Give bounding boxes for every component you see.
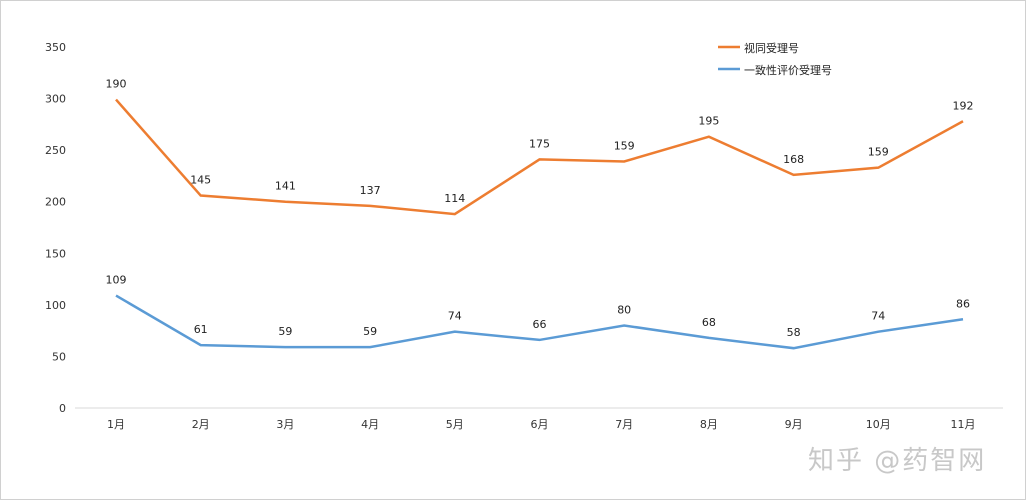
- data-label: 86: [956, 297, 970, 310]
- data-label: 190: [106, 78, 127, 91]
- data-label: 159: [614, 139, 635, 152]
- data-label: 137: [360, 184, 381, 197]
- data-label: 109: [106, 274, 127, 287]
- data-label: 61: [194, 323, 208, 336]
- x-tick-label: 10月: [866, 418, 891, 431]
- series-line-1: [115, 98, 964, 216]
- data-label: 66: [533, 318, 547, 331]
- y-tick-label: 50: [52, 350, 66, 363]
- x-tick-label: 2月: [192, 418, 210, 431]
- data-label: 114: [444, 192, 465, 205]
- x-tick-label: 9月: [785, 418, 803, 431]
- legend-label: 一致性评价受理号: [744, 63, 832, 77]
- data-label: 74: [448, 310, 462, 323]
- data-label: 68: [702, 316, 716, 329]
- x-tick-label: 1月: [107, 418, 125, 431]
- data-label: 141: [275, 180, 296, 193]
- data-label: 192: [953, 99, 974, 112]
- x-tick-label: 11月: [951, 418, 976, 431]
- watermark: 知乎 @药智网: [808, 446, 987, 476]
- y-tick-label: 100: [45, 299, 66, 312]
- data-label: 145: [190, 174, 211, 187]
- data-label: 58: [787, 326, 801, 339]
- data-label: 59: [363, 325, 377, 338]
- data-label: 159: [868, 146, 889, 159]
- x-tick-label: 6月: [531, 418, 549, 431]
- y-tick-label: 150: [45, 247, 66, 260]
- data-label: 74: [871, 310, 885, 323]
- x-tick-label: 5月: [446, 418, 464, 431]
- x-tick-label: 7月: [615, 418, 633, 431]
- y-tick-label: 200: [45, 196, 66, 209]
- data-label: 175: [529, 137, 550, 150]
- y-tick-label: 350: [45, 41, 66, 54]
- series-line-0: [115, 294, 964, 350]
- y-tick-label: 300: [45, 93, 66, 106]
- x-tick-label: 8月: [700, 418, 718, 431]
- data-label: 59: [278, 325, 292, 338]
- data-label: 168: [783, 153, 804, 166]
- x-tick-label: 4月: [361, 418, 379, 431]
- y-tick-label: 0: [59, 402, 66, 415]
- x-tick-label: 3月: [276, 418, 294, 431]
- data-label: 80: [617, 303, 631, 316]
- y-tick-label: 250: [45, 144, 66, 157]
- legend-label: 视同受理号: [744, 41, 799, 55]
- data-label: 195: [698, 115, 719, 128]
